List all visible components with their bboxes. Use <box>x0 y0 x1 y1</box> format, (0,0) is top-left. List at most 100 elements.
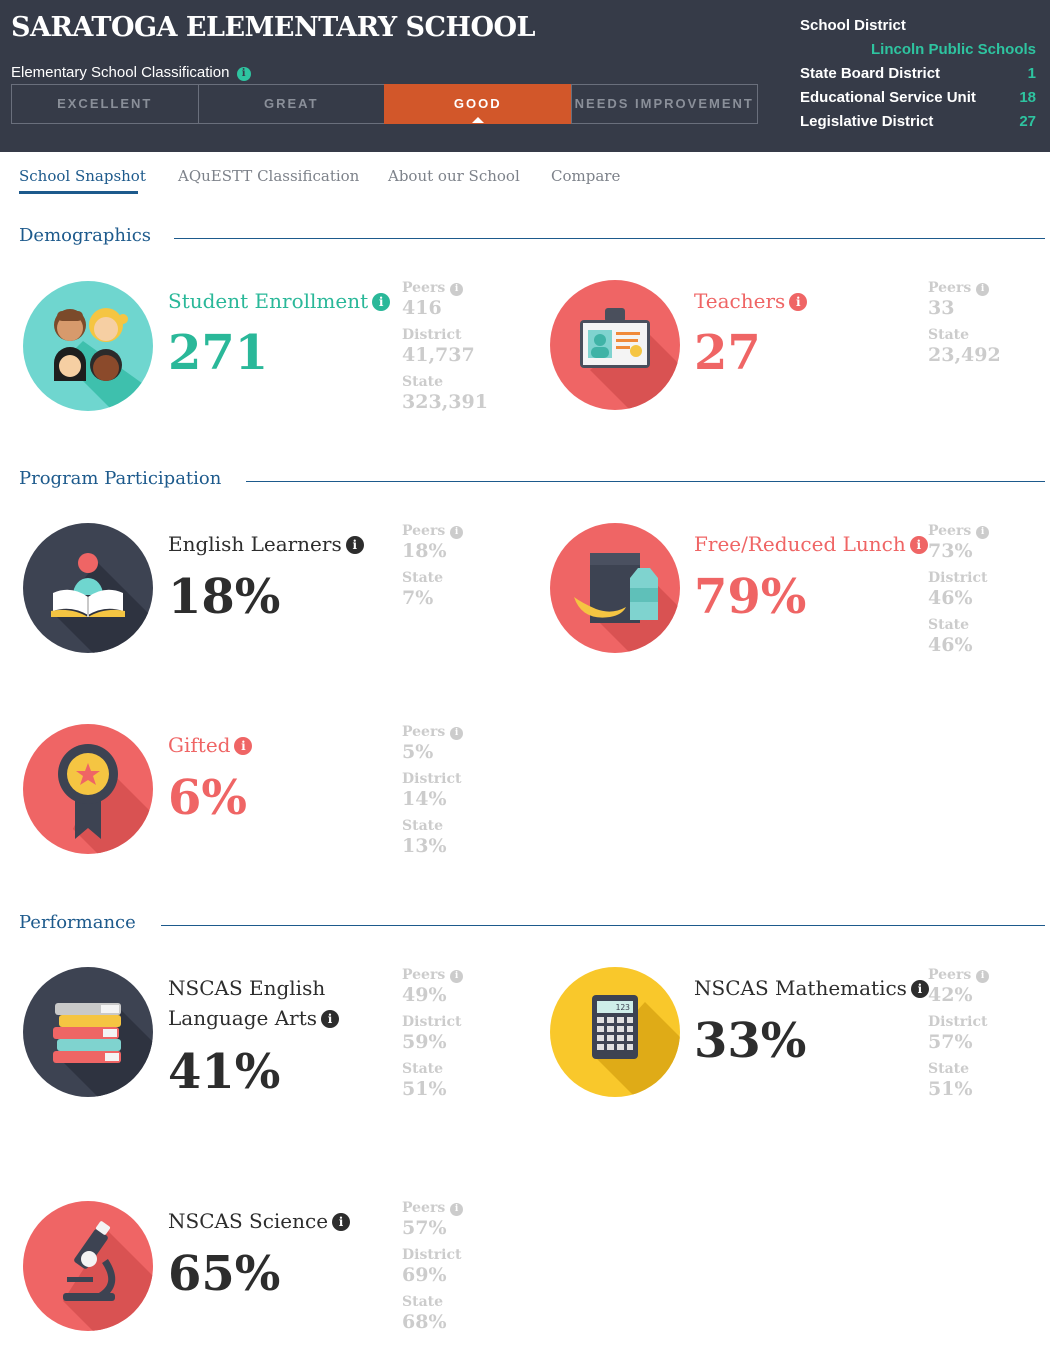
peers-label: Peers i <box>402 724 464 740</box>
peers-info-icon[interactable]: i <box>450 1203 464 1216</box>
ela-label: NSCAS English Language Arts i <box>168 973 339 1033</box>
peers-info-icon[interactable]: i <box>450 727 464 740</box>
tab-aquestt-classification[interactable]: AQuESTT Classification <box>178 167 360 185</box>
lunch-comparisons: Peers i 73% District 46% State 46% <box>928 523 990 657</box>
state-board-row: State Board District 1 <box>800 62 1038 86</box>
peers-label: Peers i <box>402 1200 464 1216</box>
legislative-row: Legislative District 27 <box>800 110 1038 134</box>
ela-value: 41% <box>168 1044 281 1100</box>
state-label: State <box>928 327 970 343</box>
science-label-text: NSCAS Science <box>168 1209 329 1233</box>
math-peers-value: 42% <box>928 984 973 1006</box>
award-ribbon-icon <box>23 724 153 854</box>
classification-great[interactable]: GREAT <box>197 84 385 124</box>
ela-district-value: 59% <box>402 1031 447 1053</box>
teachers-label-text: Teachers <box>694 289 786 313</box>
teachers-info-icon[interactable]: i <box>789 293 808 311</box>
math-label: NSCAS Mathematics i <box>694 973 929 1003</box>
school-header: SARATOGA ELEMENTARY SCHOOL Elementary Sc… <box>0 0 1050 152</box>
ela-state-value: 51% <box>402 1078 447 1100</box>
calculator-icon: 123 <box>550 967 680 1097</box>
section-program-participation: Program Participation <box>19 468 222 489</box>
peers-info-icon[interactable]: i <box>976 283 990 296</box>
science-peers-value: 57% <box>402 1217 447 1239</box>
peers-label-text: Peers <box>928 967 972 983</box>
enrollment-info-icon[interactable]: i <box>372 293 391 311</box>
classification-label: Elementary School Classification i <box>11 64 251 81</box>
district-label: District <box>928 1014 988 1030</box>
peers-info-icon[interactable]: i <box>450 526 464 539</box>
classification-needs-improvement[interactable]: NEEDS IMPROVEMENT <box>570 84 758 124</box>
science-info-icon[interactable]: i <box>332 1213 351 1231</box>
state-label: State <box>402 818 444 834</box>
peers-info-icon[interactable]: i <box>976 970 990 983</box>
tab-about-our-school[interactable]: About our School <box>388 167 520 185</box>
state-label: State <box>402 1294 444 1310</box>
english-learners-value: 18% <box>168 569 281 625</box>
gifted-info-icon[interactable]: i <box>234 737 253 755</box>
district-label: District <box>402 771 462 787</box>
science-district-value: 69% <box>402 1264 447 1286</box>
science-value: 65% <box>168 1246 281 1302</box>
math-info-icon[interactable]: i <box>910 980 929 998</box>
enrollment-comparisons: Peers i 416 District 41,737 State 323,39… <box>402 280 488 414</box>
peers-label: Peers i <box>928 280 1001 296</box>
teachers-label: Teachers i <box>694 286 808 316</box>
active-tab-underline <box>19 191 138 194</box>
tab-compare[interactable]: Compare <box>551 167 621 185</box>
lunch-value: 79% <box>694 569 807 625</box>
ela-info-icon[interactable]: i <box>321 1010 339 1028</box>
tab-school-snapshot[interactable]: School Snapshot <box>19 167 146 185</box>
peers-label: Peers i <box>928 523 990 539</box>
math-state-value: 51% <box>928 1078 973 1100</box>
microscope-icon <box>23 1201 153 1331</box>
english-learners-comparisons: Peers i 18% State 7% <box>402 523 464 610</box>
english-learners-state-value: 7% <box>402 587 434 609</box>
classification-label-text: Elementary School Classification <box>11 64 230 81</box>
ela-label-line1: NSCAS English <box>168 976 326 1000</box>
enrollment-peers-value: 416 <box>402 297 442 319</box>
lunch-label-text: Free/Reduced Lunch <box>694 532 906 556</box>
lunch-state-value: 46% <box>928 634 973 656</box>
school-district-link[interactable]: Lincoln Public Schools <box>870 41 1036 58</box>
state-label: State <box>402 570 444 586</box>
reader-icon <box>23 523 153 653</box>
school-title: SARATOGA ELEMENTARY SCHOOL <box>11 12 536 43</box>
peers-info-icon[interactable]: i <box>450 283 464 296</box>
science-state-value: 68% <box>402 1311 447 1333</box>
gifted-label-text: Gifted <box>168 733 231 757</box>
section-divider <box>174 238 1045 239</box>
district-label: District <box>928 570 988 586</box>
district-info: School District Lincoln Public Schools S… <box>800 14 1038 134</box>
section-performance: Performance <box>19 912 136 933</box>
peers-info-icon[interactable]: i <box>976 526 990 539</box>
classification-good[interactable]: GOOD <box>384 84 572 124</box>
peers-label: Peers i <box>928 967 990 983</box>
legislative-value: 27 <box>1019 113 1036 130</box>
teachers-comparisons: Peers i 33 State 23,492 <box>928 280 1001 367</box>
state-label: State <box>402 374 444 390</box>
ela-comparisons: Peers i 49% District 59% State 51% <box>402 967 464 1101</box>
lunch-info-icon[interactable]: i <box>909 536 928 554</box>
peers-info-icon[interactable]: i <box>450 970 464 983</box>
classification-info-icon[interactable]: i <box>236 67 251 81</box>
lunch-bag-icon <box>550 523 680 653</box>
classification-scale: EXCELLENT GREAT GOOD NEEDS IMPROVEMENT <box>11 84 758 124</box>
lunch-district-value: 46% <box>928 587 973 609</box>
peers-label: Peers i <box>402 280 488 296</box>
section-divider <box>246 481 1045 482</box>
english-learners-info-icon[interactable]: i <box>345 536 364 554</box>
english-learners-label-text: English Learners <box>168 532 342 556</box>
science-comparisons: Peers i 57% District 69% State 68% <box>402 1200 464 1334</box>
gifted-state-value: 13% <box>402 835 447 857</box>
esu-value: 18 <box>1019 89 1036 106</box>
district-label: District <box>402 1247 462 1263</box>
state-label: State <box>402 1061 444 1077</box>
calculator-display: 123 <box>616 1003 631 1012</box>
peers-label-text: Peers <box>928 523 972 539</box>
district-label: District <box>402 327 462 343</box>
classification-excellent[interactable]: EXCELLENT <box>11 84 199 124</box>
enrollment-value: 271 <box>168 325 269 381</box>
enrollment-district-value: 41,737 <box>402 344 475 366</box>
gifted-label: Gifted i <box>168 730 253 760</box>
